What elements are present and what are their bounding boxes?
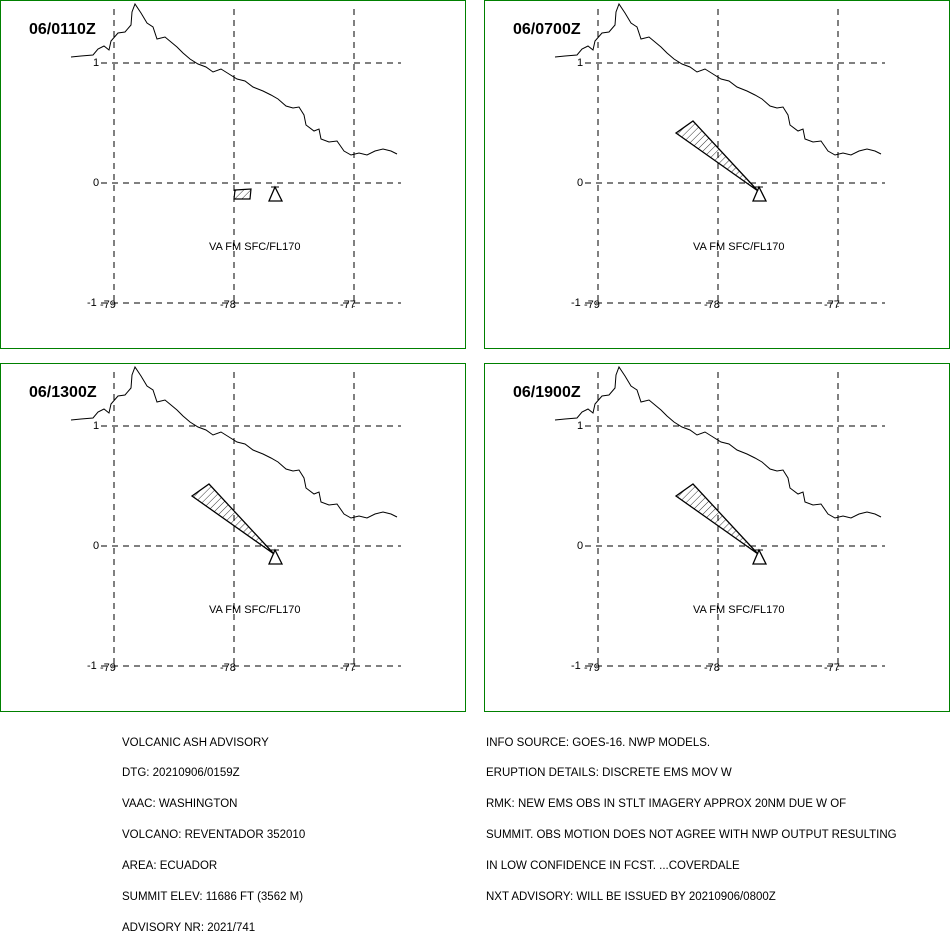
advisory-line: SUMMIT ELEV: 11686 FT (3562 M)	[122, 891, 304, 904]
lon-label-77: -77	[340, 299, 356, 311]
advisory-line: NXT ADVISORY: WILL BE ISSUED BY 20210906…	[486, 891, 776, 904]
ash-layer-label: VA FM SFC/FL170	[209, 604, 301, 616]
lat-label-1: 1	[93, 420, 100, 432]
map-panel-4: 06/1900Z 1 0 -1 -79 -78 -77 VA FM SFC/FL…	[484, 363, 950, 712]
ash-layer-label: VA FM SFC/FL170	[209, 241, 301, 253]
lat-label-minus1: -1	[571, 297, 581, 309]
advisory-line: ERUPTION DETAILS: DISCRETE EMS MOV W	[486, 767, 732, 780]
advisory-text-right: INFO SOURCE: GOES-16. NWP MODELS. ERUPTI…	[486, 717, 897, 913]
lon-label-77: -77	[340, 662, 356, 674]
map-canvas	[70, 365, 401, 670]
panel-time: 06/1300Z	[29, 384, 97, 401]
panel-time: 06/0110Z	[29, 21, 96, 38]
panel-time: 06/1900Z	[513, 384, 581, 401]
lon-label-79: -79	[100, 299, 116, 311]
volcano-triangle-icon	[268, 185, 284, 202]
volcano-triangle-icon	[752, 548, 768, 565]
advisory-text-left: VOLCANIC ASH ADVISORY DTG: 20210906/0159…	[122, 717, 305, 944]
map-panel-3: 06/1300Z 1 0 -1 -79 -78 -77 VA FM SFC/FL…	[0, 363, 466, 712]
advisory-line: ADVISORY NR: 2021/741	[122, 921, 256, 934]
advisory-line: SUMMIT. OBS MOTION DOES NOT AGREE WITH N…	[486, 829, 897, 842]
lat-label-0: 0	[93, 177, 100, 189]
coastline	[70, 365, 398, 519]
lon-label-79: -79	[584, 662, 600, 674]
lon-label-78: -78	[704, 662, 720, 674]
map-panel-2: 06/0700Z 1 0 -1 -79 -78 -77 VA FM SFC/FL…	[484, 0, 950, 349]
panel-time: 06/0700Z	[513, 21, 581, 38]
ash-area	[233, 188, 252, 200]
advisory-line: VAAC: WASHINGTON	[122, 798, 238, 811]
lat-label-minus1: -1	[571, 660, 581, 672]
lon-label-79: -79	[584, 299, 600, 311]
map-canvas	[70, 2, 401, 307]
lat-label-1: 1	[577, 57, 584, 69]
advisory-line: IN LOW CONFIDENCE IN FCST. ...COVERDALE	[486, 860, 740, 873]
coastline	[554, 2, 882, 156]
ash-plume	[190, 483, 275, 555]
lat-label-minus1: -1	[87, 297, 97, 309]
lat-label-1: 1	[93, 57, 100, 69]
map-canvas	[554, 2, 885, 307]
ash-layer-label: VA FM SFC/FL170	[693, 241, 785, 253]
advisory-line: VOLCANO: REVENTADOR 352010	[122, 829, 306, 842]
lat-label-0: 0	[93, 540, 100, 552]
advisory-line: AREA: ECUADOR	[122, 860, 218, 873]
lat-label-0: 0	[577, 540, 584, 552]
volcano-triangle-icon	[268, 548, 284, 565]
lon-label-78: -78	[220, 662, 236, 674]
map-canvas	[554, 365, 885, 670]
lon-label-79: -79	[100, 662, 116, 674]
map-panel-1: 06/0110Z 1 0 -1 -79 -78 -77 VA FM SFC/FL…	[0, 0, 466, 349]
advisory-line: VOLCANIC ASH ADVISORY	[122, 736, 269, 749]
lon-label-77: -77	[824, 662, 840, 674]
lon-label-77: -77	[824, 299, 840, 311]
coastline	[70, 2, 398, 156]
lat-label-1: 1	[577, 420, 584, 432]
lon-label-78: -78	[704, 299, 720, 311]
lon-label-78: -78	[220, 299, 236, 311]
ash-plume	[674, 483, 759, 555]
coastline	[554, 365, 882, 519]
ash-layer-label: VA FM SFC/FL170	[693, 604, 785, 616]
ash-plume	[674, 120, 759, 192]
lat-label-minus1: -1	[87, 660, 97, 672]
advisory-line: INFO SOURCE: GOES-16. NWP MODELS.	[486, 736, 711, 749]
volcano-triangle-icon	[752, 185, 768, 202]
advisory-line: DTG: 20210906/0159Z	[122, 767, 240, 780]
lat-label-0: 0	[577, 177, 584, 189]
advisory-line: RMK: NEW EMS OBS IN STLT IMAGERY APPROX …	[486, 798, 847, 811]
